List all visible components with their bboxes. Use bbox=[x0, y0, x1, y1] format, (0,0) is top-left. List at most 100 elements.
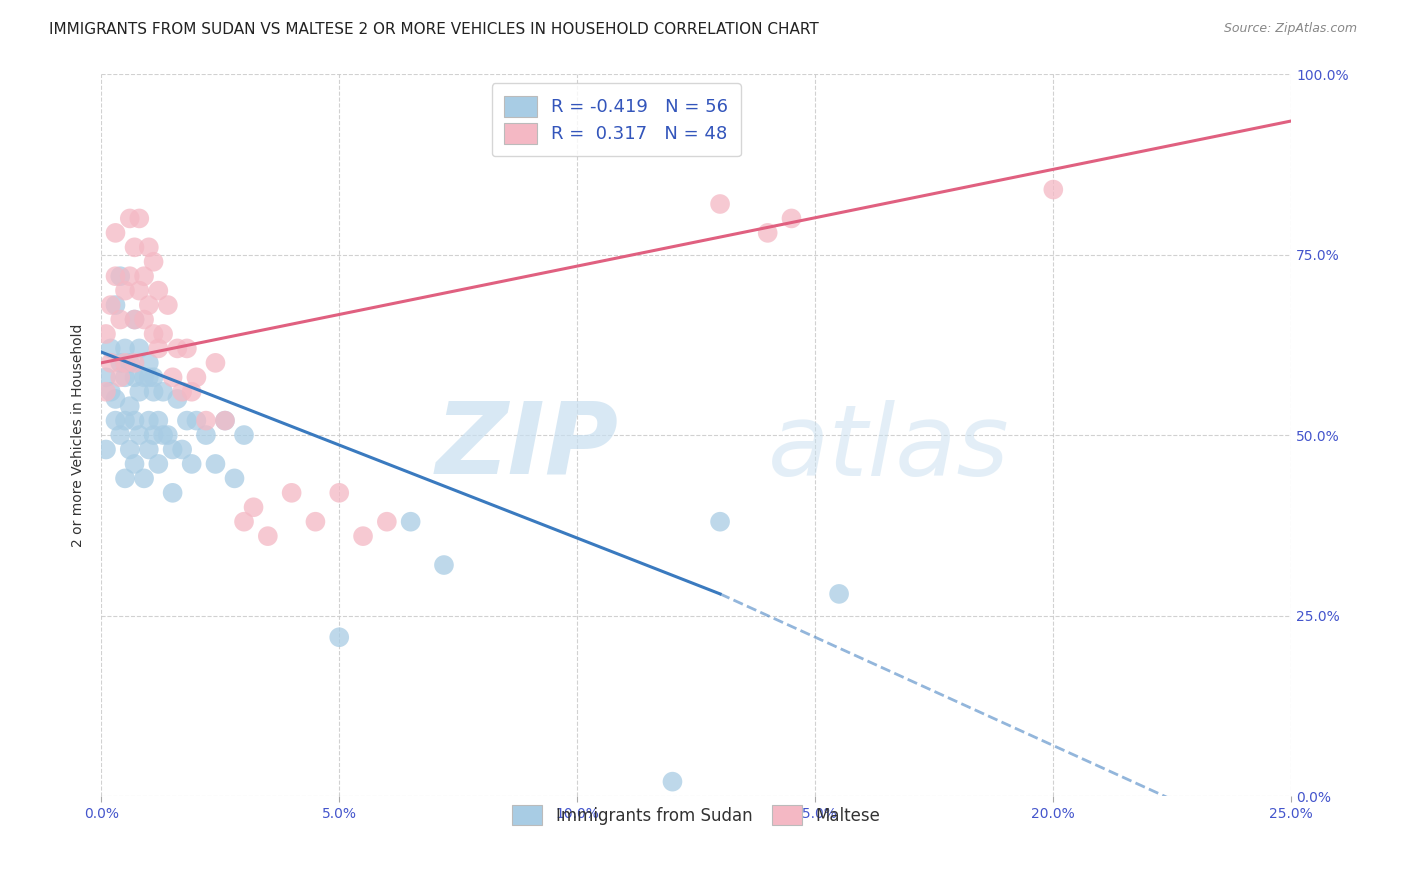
Point bbox=[94, 326, 117, 341]
Point bbox=[162, 485, 184, 500]
Point bbox=[138, 240, 160, 254]
Point bbox=[152, 428, 174, 442]
Point bbox=[100, 298, 122, 312]
Point bbox=[233, 515, 256, 529]
Point bbox=[132, 370, 155, 384]
Point bbox=[124, 370, 146, 384]
Point bbox=[204, 457, 226, 471]
Point bbox=[100, 384, 122, 399]
Point bbox=[132, 312, 155, 326]
Point bbox=[142, 254, 165, 268]
Point bbox=[172, 442, 194, 457]
Point bbox=[118, 211, 141, 226]
Point bbox=[709, 197, 731, 211]
Point bbox=[114, 414, 136, 428]
Point bbox=[138, 442, 160, 457]
Point bbox=[128, 384, 150, 399]
Point bbox=[104, 269, 127, 284]
Point bbox=[214, 414, 236, 428]
Point bbox=[138, 414, 160, 428]
Point bbox=[138, 370, 160, 384]
Point bbox=[709, 515, 731, 529]
Point bbox=[1042, 183, 1064, 197]
Point bbox=[128, 211, 150, 226]
Text: atlas: atlas bbox=[768, 400, 1010, 497]
Point bbox=[280, 485, 302, 500]
Point bbox=[124, 312, 146, 326]
Point bbox=[204, 356, 226, 370]
Point bbox=[142, 370, 165, 384]
Point bbox=[224, 471, 246, 485]
Point bbox=[94, 370, 117, 384]
Point bbox=[110, 356, 132, 370]
Point bbox=[166, 342, 188, 356]
Point bbox=[114, 356, 136, 370]
Point bbox=[118, 399, 141, 413]
Point bbox=[256, 529, 278, 543]
Text: Source: ZipAtlas.com: Source: ZipAtlas.com bbox=[1223, 22, 1357, 36]
Point bbox=[142, 326, 165, 341]
Point bbox=[352, 529, 374, 543]
Point bbox=[152, 326, 174, 341]
Point bbox=[176, 342, 198, 356]
Point bbox=[375, 515, 398, 529]
Point bbox=[124, 457, 146, 471]
Point bbox=[110, 428, 132, 442]
Point bbox=[148, 414, 170, 428]
Point bbox=[132, 269, 155, 284]
Point bbox=[304, 515, 326, 529]
Point bbox=[194, 428, 217, 442]
Point bbox=[828, 587, 851, 601]
Point bbox=[100, 342, 122, 356]
Text: ZIP: ZIP bbox=[436, 397, 619, 494]
Point bbox=[128, 428, 150, 442]
Point bbox=[242, 500, 264, 515]
Point bbox=[104, 298, 127, 312]
Point bbox=[114, 471, 136, 485]
Point bbox=[128, 284, 150, 298]
Point bbox=[104, 392, 127, 406]
Point bbox=[162, 442, 184, 457]
Point bbox=[328, 630, 350, 644]
Point bbox=[104, 414, 127, 428]
Text: IMMIGRANTS FROM SUDAN VS MALTESE 2 OR MORE VEHICLES IN HOUSEHOLD CORRELATION CHA: IMMIGRANTS FROM SUDAN VS MALTESE 2 OR MO… bbox=[49, 22, 818, 37]
Point bbox=[114, 284, 136, 298]
Point bbox=[124, 356, 146, 370]
Point bbox=[128, 342, 150, 356]
Point bbox=[118, 442, 141, 457]
Point bbox=[110, 370, 132, 384]
Point bbox=[114, 342, 136, 356]
Point bbox=[156, 428, 179, 442]
Point bbox=[433, 558, 456, 572]
Point bbox=[114, 370, 136, 384]
Point bbox=[780, 211, 803, 226]
Point bbox=[118, 269, 141, 284]
Y-axis label: 2 or more Vehicles in Household: 2 or more Vehicles in Household bbox=[72, 324, 86, 547]
Point bbox=[180, 457, 202, 471]
Point bbox=[94, 442, 117, 457]
Point bbox=[118, 356, 141, 370]
Point bbox=[172, 384, 194, 399]
Point bbox=[756, 226, 779, 240]
Point bbox=[661, 774, 683, 789]
Point bbox=[142, 428, 165, 442]
Point bbox=[110, 312, 132, 326]
Point bbox=[166, 392, 188, 406]
Point bbox=[148, 284, 170, 298]
Point bbox=[186, 414, 208, 428]
Point bbox=[124, 240, 146, 254]
Point bbox=[148, 457, 170, 471]
Point bbox=[186, 370, 208, 384]
Point bbox=[138, 356, 160, 370]
Point bbox=[328, 485, 350, 500]
Legend: Immigrants from Sudan, Maltese: Immigrants from Sudan, Maltese bbox=[502, 796, 890, 835]
Point bbox=[100, 356, 122, 370]
Point bbox=[132, 471, 155, 485]
Point bbox=[162, 370, 184, 384]
Point bbox=[156, 298, 179, 312]
Point bbox=[138, 298, 160, 312]
Point bbox=[180, 384, 202, 399]
Point bbox=[214, 414, 236, 428]
Point bbox=[94, 384, 117, 399]
Point bbox=[110, 269, 132, 284]
